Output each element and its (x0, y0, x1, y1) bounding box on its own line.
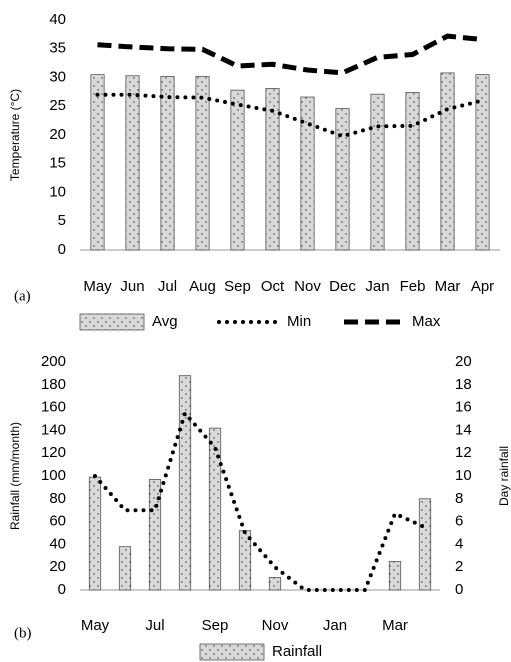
y2-tick-label: 4 (455, 535, 463, 552)
y-tick-label: 0 (58, 581, 66, 598)
y-tick-label: 20 (49, 558, 66, 575)
y-tick-label: 160 (41, 399, 66, 416)
line-series (93, 409, 427, 592)
y-axis-title: Temperature (°C) (8, 89, 22, 181)
legend-label: Rainfall (272, 643, 322, 660)
y-tick-label: 0 (58, 241, 66, 258)
bar (265, 88, 280, 251)
legend-swatch (79, 313, 145, 331)
bar (388, 561, 402, 591)
y2-tick-label: 2 (455, 558, 463, 575)
x-tick-label: Nov (294, 278, 321, 295)
bar (125, 75, 140, 251)
y2-axis-title: Day rainfall (497, 446, 511, 506)
legend-label: Min (287, 313, 311, 330)
y2-tick-label: 14 (455, 421, 472, 438)
y-tick-label: 40 (49, 11, 66, 28)
y2-tick-label: 18 (455, 376, 472, 393)
x-tick-label: Feb (400, 278, 426, 295)
y2-tick-label: 8 (455, 490, 463, 507)
y-tick-label: 120 (41, 444, 66, 461)
x-tick-label: Mar (435, 278, 461, 295)
y-tick-label: 10 (49, 183, 66, 200)
legend-swatch (199, 643, 265, 661)
x-tick-label: Oct (261, 278, 285, 295)
legend-label: Max (412, 313, 441, 330)
y2-tick-label: 10 (455, 467, 472, 484)
y-tick-label: 25 (49, 97, 66, 114)
x-tick-label: Jan (365, 278, 389, 295)
panel-label: (b) (14, 625, 32, 641)
line-series (95, 92, 485, 139)
bar (268, 577, 282, 591)
x-tick-label: Sep (224, 278, 251, 295)
x-tick-label: May (81, 617, 110, 634)
y-tick-label: 200 (41, 353, 66, 370)
y2-tick-label: 20 (455, 353, 472, 370)
y-tick-label: 140 (41, 421, 66, 438)
y-tick-label: 15 (49, 155, 66, 172)
y-tick-label: 40 (49, 535, 66, 552)
x-tick-label: Nov (262, 617, 289, 634)
line-series (97, 33, 483, 76)
bar (335, 108, 350, 251)
bar (475, 74, 490, 251)
x-tick-label: Mar (382, 617, 408, 634)
bar (88, 476, 102, 591)
x-tick-label: Aug (189, 278, 216, 295)
bar (418, 498, 432, 591)
y-tick-label: 30 (49, 68, 66, 85)
bar (178, 375, 192, 591)
bar (118, 546, 132, 591)
legend-label: Avg (152, 313, 178, 330)
y2-tick-label: 16 (455, 399, 472, 416)
y-tick-label: 5 (58, 212, 66, 229)
bar (370, 93, 385, 251)
bar (148, 479, 162, 591)
bar (195, 75, 210, 251)
y-tick-label: 60 (49, 513, 66, 530)
bar (405, 92, 420, 251)
y-tick-label: 180 (41, 376, 66, 393)
x-tick-label: Jan (323, 617, 347, 634)
bar (440, 72, 455, 251)
y-tick-label: 35 (49, 40, 66, 57)
x-tick-label: May (83, 278, 112, 295)
x-tick-label: Sep (202, 617, 229, 634)
bar (160, 75, 175, 251)
x-tick-label: Dec (329, 278, 356, 295)
y2-tick-label: 12 (455, 444, 472, 461)
x-tick-label: Jul (158, 278, 177, 295)
y-tick-label: 100 (41, 467, 66, 484)
y2-tick-label: 6 (455, 513, 463, 530)
bar (230, 89, 245, 251)
y-tick-label: 20 (49, 126, 66, 143)
x-tick-label: Jun (120, 278, 144, 295)
panel-label: (a) (14, 288, 31, 304)
bar (300, 96, 315, 251)
bar (90, 74, 105, 251)
y-axis-title: Rainfall (mm/month) (8, 422, 22, 530)
y-tick-label: 80 (49, 490, 66, 507)
x-tick-label: Apr (471, 278, 494, 295)
bar (208, 427, 222, 591)
y2-tick-label: 0 (455, 581, 463, 598)
x-tick-label: Jul (145, 617, 164, 634)
